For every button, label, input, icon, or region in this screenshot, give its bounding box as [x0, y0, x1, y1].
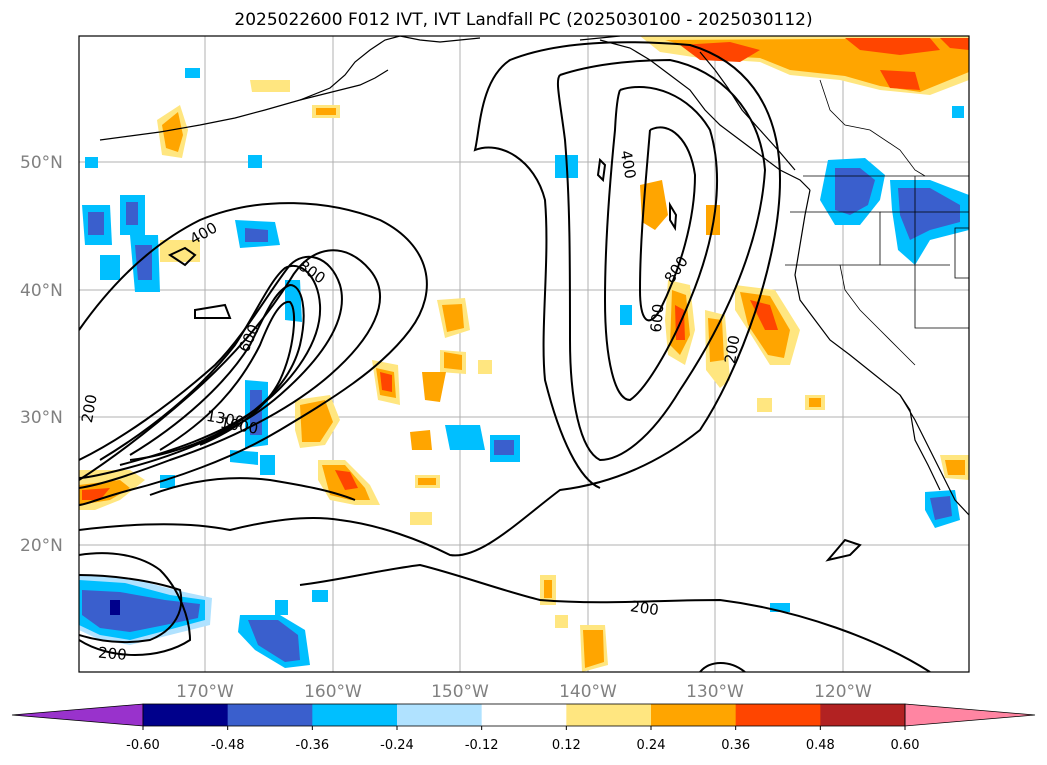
- colorbar-cell: [397, 704, 483, 726]
- ivt-contours: [79, 41, 931, 672]
- colorbar-extend-low: [11, 703, 144, 727]
- lat-label-30n: 30°N: [20, 408, 63, 428]
- colorbar-tick-label: -0.24: [380, 738, 414, 753]
- colorbar-tick-label: 0.24: [637, 738, 666, 753]
- positive-pc-shading: [79, 36, 969, 672]
- lon-label-130w: 130°W: [686, 682, 744, 702]
- colorbar-extend-high: [904, 703, 1036, 727]
- colorbar-tick-label: 0.48: [806, 738, 835, 753]
- contour-label: 600: [647, 303, 667, 333]
- lon-label-160w: 160°W: [304, 682, 362, 702]
- map-background: [79, 36, 969, 672]
- colorbar: -0.60 -0.48 -0.36 -0.24 -0.12 0.12 0.24 0.36 0.4…: [11, 703, 1036, 753]
- lon-label-170w: 170°W: [176, 682, 234, 702]
- colorbar-tick-label: -0.48: [211, 738, 245, 753]
- colorbar-tick-label: 0.12: [552, 738, 581, 753]
- contour-label: 200: [629, 597, 660, 619]
- colorbar-tick-label: -0.36: [296, 738, 330, 753]
- colorbar-cell: [143, 704, 229, 726]
- contour-label: 200: [78, 393, 101, 424]
- lon-label-120w: 120°W: [814, 682, 872, 702]
- colorbar-tick-label: 0.60: [891, 738, 920, 753]
- colorbar-cell: [735, 704, 821, 726]
- colorbar-cell: [566, 704, 652, 726]
- colorbar-tick-label: -0.12: [465, 738, 499, 753]
- map-title: 2025022600 F012 IVT, IVT Landfall PC (20…: [234, 10, 813, 30]
- lat-label-50n: 50°N: [20, 153, 63, 173]
- colorbar-cell: [312, 704, 398, 726]
- lat-label-20n: 20°N: [20, 536, 63, 556]
- contour-label: 200: [721, 334, 744, 365]
- coastlines: [99, 36, 969, 516]
- lon-label-150w: 150°W: [431, 682, 489, 702]
- colorbar-cell: [481, 704, 567, 726]
- colorbar-tick-label: -0.60: [126, 738, 160, 753]
- lon-label-140w: 140°W: [559, 682, 617, 702]
- colorbar-cell: [651, 704, 737, 726]
- contour-label: 400: [617, 149, 640, 180]
- latitude-labels: 50°N 40°N 30°N 20°N: [20, 153, 63, 556]
- lat-label-40n: 40°N: [20, 281, 63, 301]
- borders: [785, 79, 969, 366]
- colorbar-outline: [142, 703, 906, 727]
- colorbar-cell: [227, 704, 313, 726]
- contour-label: 200: [97, 644, 127, 664]
- map-frame: [78, 35, 970, 673]
- longitude-labels: 170°W 160°W 150°W 140°W 130°W 120°W: [176, 682, 872, 702]
- colorbar-tick-label: 0.36: [721, 738, 750, 753]
- colorbar-cell: [820, 704, 906, 726]
